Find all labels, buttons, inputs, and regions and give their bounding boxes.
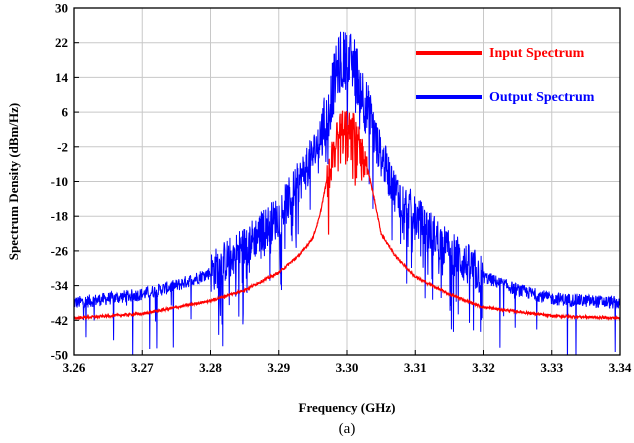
y-tick-label: -34: [51, 278, 69, 293]
x-tick-label: 3.32: [472, 360, 495, 375]
x-tick-label: 3.29: [267, 360, 290, 375]
y-tick-label: -50: [51, 348, 68, 363]
legend-label-output: Output Spectrum: [489, 90, 595, 105]
y-tick-label: 22: [55, 35, 68, 50]
y-axis-label: Spectrum Density (dBm/Hz): [6, 103, 21, 260]
y-tick-label: 6: [62, 105, 69, 120]
figure-caption: (a): [339, 421, 356, 437]
x-tick-labels: 3.26 3.27 3.28 3.29 3.30 3.31 3.32 3.33 3.34: [63, 350, 632, 375]
legend-label-input: Input Spectrum: [489, 46, 585, 61]
x-tick-label: 3.31: [404, 360, 427, 375]
y-tick-label: 14: [55, 70, 69, 85]
y-tick-label: -18: [51, 209, 69, 224]
y-tick-label: -42: [51, 313, 68, 328]
y-tick-label: -2: [57, 139, 68, 154]
x-tick-label: 3.30: [336, 360, 359, 375]
x-tick-label: 3.33: [540, 360, 563, 375]
x-tick-label: 3.34: [609, 360, 632, 375]
x-axis-label: Frequency (GHz): [299, 400, 396, 415]
y-tick-label: 30: [55, 1, 68, 16]
x-tick-label: 3.27: [131, 360, 154, 375]
x-tick-label: 3.26: [63, 360, 86, 375]
y-tick-labels: 30 22 14 6 -2 -10 -18 -26 -34 -42 -50: [51, 1, 79, 363]
x-tick-label: 3.28: [199, 360, 222, 375]
y-tick-label: -10: [51, 174, 68, 189]
series-line-output: [74, 31, 620, 355]
series-line-input: [74, 110, 620, 322]
grid-lines: [74, 8, 620, 355]
legend: Input Spectrum Output Spectrum: [416, 46, 595, 105]
series-layer: [74, 31, 620, 355]
y-tick-label: -26: [51, 243, 69, 258]
